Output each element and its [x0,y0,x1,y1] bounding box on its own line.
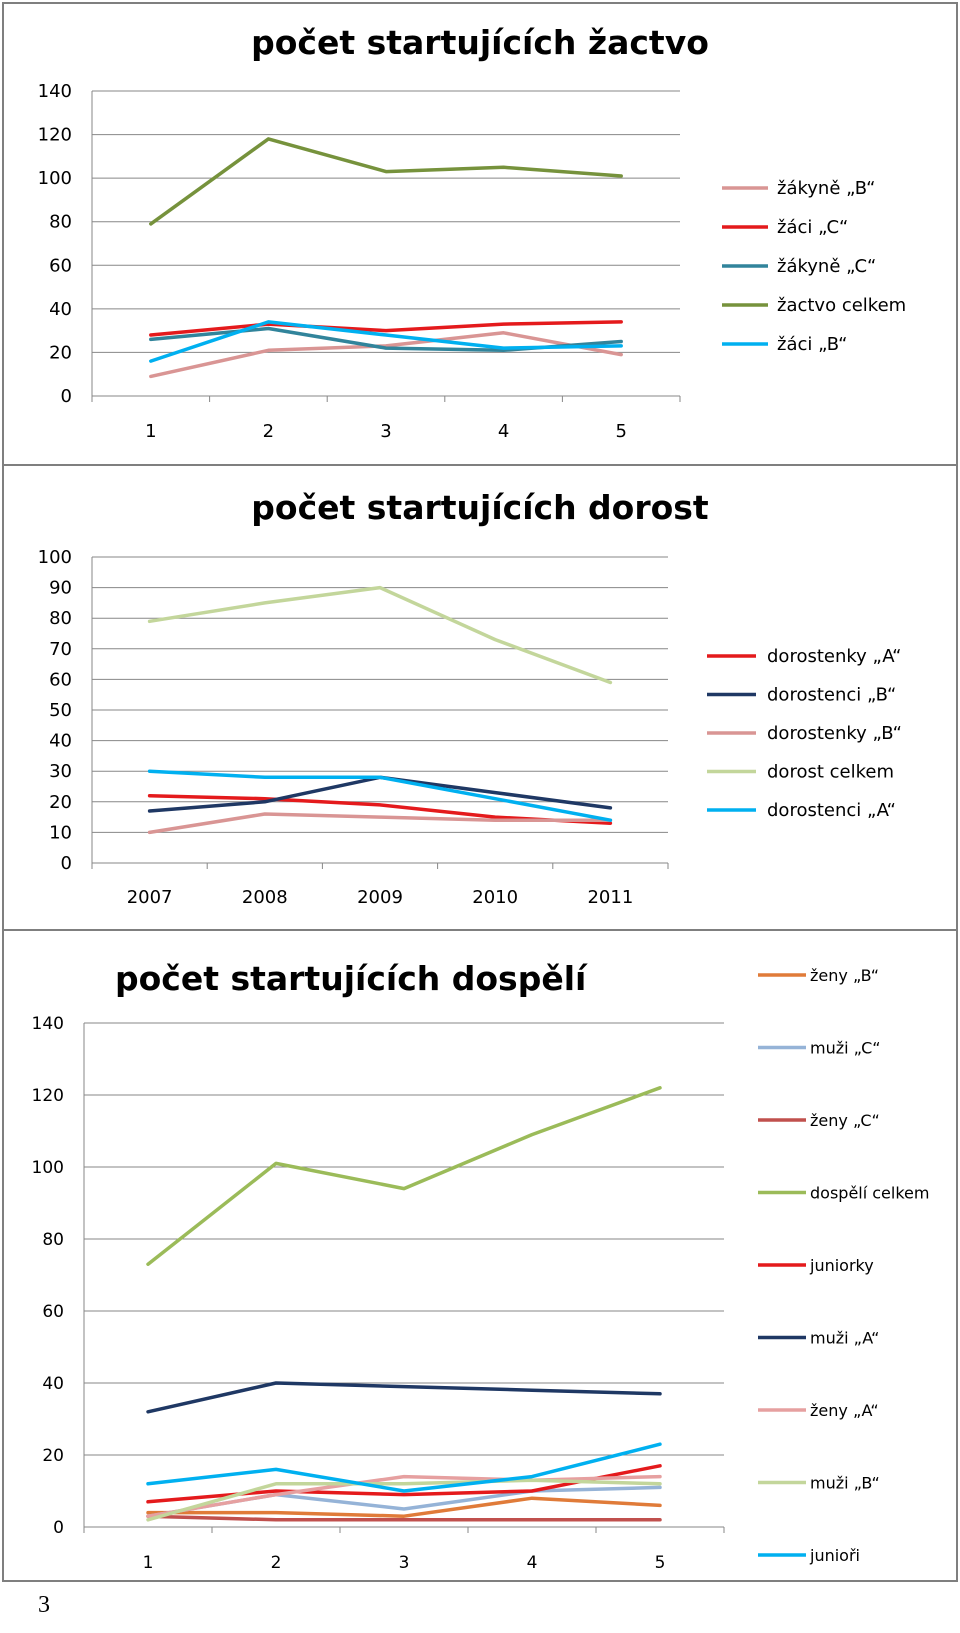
x-tick-label: 4 [498,421,509,442]
series-line [149,137,623,226]
legend-label: žáci „B“ [777,334,847,355]
legend-label: žákyně „C“ [777,256,876,277]
x-tick-label: 1 [145,421,156,442]
charts-canvas: počet startujících žactvo 02040608010012… [32,23,930,1573]
y-tick-label: 30 [49,761,72,782]
y-tick-label: 20 [49,342,72,363]
y-tick-label: 0 [61,853,72,874]
document-frame [2,2,958,1582]
legend-label: juniorky [809,1256,874,1275]
y-tick-label: 100 [32,1158,64,1178]
chart-title: počet startujících dorost [251,488,709,527]
legend-label: žáci „C“ [777,217,848,238]
x-tick-label: 2010 [472,887,518,908]
series-line [146,1442,662,1493]
legend-label: ženy „C“ [810,1111,880,1130]
x-tick-label: 2009 [357,887,403,908]
chart-title: počet startujících žactvo [251,23,709,62]
x-tick-label: 1 [143,1553,154,1573]
y-tick-label: 20 [42,1446,64,1466]
y-tick-label: 80 [49,212,72,233]
y-tick-label: 60 [49,255,72,276]
series-line [147,769,613,822]
x-tick-label: 2011 [587,887,633,908]
legend: dorostenky „A“ dorostenci „B“ dorostenky „… [707,646,902,821]
chart-title: počet startujících dospělí [115,959,588,998]
legend: ženy „B“ muži „C“ ženy „C“ dospělí celkem ju… [758,966,929,1565]
y-tick-label: 0 [61,386,72,407]
y-tick-label: 120 [32,1086,64,1106]
y-tick-label: 60 [42,1302,64,1322]
x-tick-label: 2007 [127,887,173,908]
y-tick-label: 40 [49,731,72,752]
legend-label: žákyně „B“ [777,178,876,199]
plot-area: 0 20 40 60 80 100 120 140 1 2 3 4 5 [38,81,681,442]
x-tick-label: 3 [399,1553,410,1573]
chart-dospeli: počet startujících dospělí 0 20 40 60 80 100 1… [32,959,930,1573]
legend-label: muži „A“ [810,1329,879,1348]
y-tick-label: 80 [49,608,72,629]
legend-label: junioři [809,1546,860,1565]
legend-label: muži „C“ [810,1039,881,1058]
series-line [149,320,623,363]
series-line [146,1496,662,1518]
x-tick-label: 2008 [242,887,288,908]
y-tick-label: 20 [49,792,72,813]
y-tick-label: 90 [49,578,72,599]
x-tick-label: 5 [655,1553,666,1573]
y-tick-label: 80 [42,1230,64,1250]
y-tick-label: 40 [49,299,72,320]
legend-label: dorostenci „A“ [767,800,896,821]
legend-label: ženy „B“ [810,966,879,985]
legend-label: dorostenci „B“ [767,685,896,706]
panel-separator [2,464,958,466]
panel-separator [2,929,958,931]
legend-label: žactvo celkem [777,295,906,316]
series-line [149,320,623,337]
page-number: 3 [38,1592,50,1618]
chart-zactvo: počet startujících žactvo 02040608010012… [38,23,907,442]
legend: žákyně „B“ žáci „C“ žákyně „C“ žactvo celke… [722,178,906,355]
series-line [147,812,613,835]
legend-label: muži „B“ [810,1474,880,1493]
legend-label: ženy „A“ [810,1401,879,1420]
chart-dorost: počet startujících dorost 0 10 20 30 40 50 60 7… [38,488,902,908]
series-line [149,331,623,379]
plot-area: 0 10 20 30 40 50 60 70 80 90 100 2007 2008 2009 2010 20… [38,547,669,908]
y-tick-label: 100 [38,168,72,189]
y-tick-label: 60 [49,669,72,690]
y-tick-label: 100 [38,547,72,568]
y-tick-label: 120 [38,125,72,146]
plot-area: 0 20 40 60 80 100 120 140 1 2 3 4 5 [32,1014,725,1573]
y-tick-label: 70 [49,639,72,660]
y-tick-label: 10 [49,822,72,843]
series-line [146,1086,662,1266]
x-tick-label: 5 [615,421,626,442]
legend-label: dorostenky „B“ [767,723,902,744]
legend-label: dospělí celkem [810,1184,929,1203]
legend-label: dorost celkem [767,762,894,783]
series-line [146,1381,662,1414]
series-line [147,585,613,685]
x-tick-label: 2 [271,1553,282,1573]
legend-label: dorostenky „A“ [767,646,902,667]
y-tick-label: 140 [32,1014,64,1034]
series-line [146,1514,662,1522]
y-tick-label: 50 [49,700,72,721]
y-tick-label: 0 [53,1518,64,1538]
x-tick-label: 4 [527,1553,538,1573]
x-tick-label: 3 [380,421,391,442]
y-tick-label: 40 [42,1374,64,1394]
y-tick-label: 140 [38,81,72,102]
series-line [146,1474,662,1518]
x-tick-label: 2 [263,421,274,442]
series-line [146,1478,662,1522]
